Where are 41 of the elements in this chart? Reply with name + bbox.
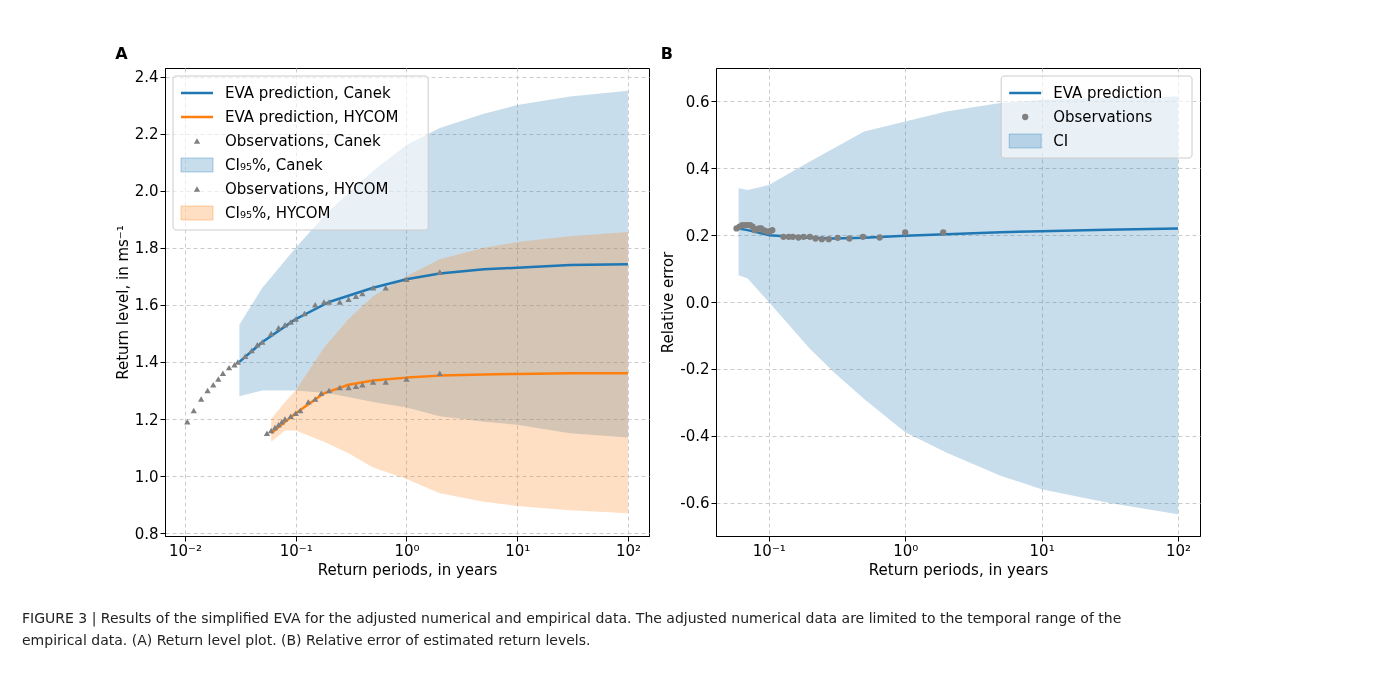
y-tick-label: 0.4 bbox=[685, 159, 710, 178]
y-tick-label: 0.2 bbox=[685, 226, 710, 245]
legend-label: EVA prediction bbox=[1053, 84, 1163, 102]
x-tick-label: 10¹ bbox=[1029, 541, 1055, 560]
y-tick-label: 1.4 bbox=[134, 353, 159, 372]
y-axis-title: Relative error bbox=[659, 250, 678, 354]
y-tick-label: 2.0 bbox=[134, 182, 159, 201]
y-tick-label: 1.0 bbox=[134, 467, 159, 486]
y-tick-label: 0.0 bbox=[685, 293, 710, 312]
legend-label: Observations, HYCOM bbox=[225, 180, 389, 198]
y-tick-label: -0.2 bbox=[680, 360, 710, 379]
chart-title: A bbox=[115, 44, 129, 63]
x-tick-label: 10⁻² bbox=[168, 541, 202, 560]
x-tick-label: 10² bbox=[615, 541, 641, 560]
y-tick-label: 1.2 bbox=[134, 410, 159, 429]
x-tick-label: 10² bbox=[1165, 541, 1192, 560]
y-tick-label: -0.4 bbox=[680, 427, 710, 446]
x-tick-label: 10⁰ bbox=[394, 541, 420, 560]
chart-title: B bbox=[660, 44, 673, 63]
y-tick-label: 1.6 bbox=[134, 296, 159, 315]
y-tick-label: 2.2 bbox=[134, 125, 159, 144]
y-axis-title: Return level, in ms⁻¹ bbox=[113, 225, 132, 380]
y-tick-label: 0.8 bbox=[134, 524, 159, 543]
x-tick-label: 10⁻¹ bbox=[279, 541, 313, 560]
x-tick-label: 10¹ bbox=[505, 541, 531, 560]
legend-label: CI bbox=[1053, 132, 1069, 150]
caption: FIGURE 3 | Results of the simplified EVA for the adjusted numerical and empirical data. The adjusted numerical data are limited to the temporal range of the empirical data. (A) Return level plot. (B) Relative error of estimated return levels. bbox=[22, 610, 1122, 648]
legend-label: CI₉₅%, Canek bbox=[225, 156, 324, 174]
legend-label: EVA prediction, Canek bbox=[225, 84, 391, 102]
x-tick-label: 10⁻¹ bbox=[752, 541, 786, 560]
legend-label: CI₉₅%, HYCOM bbox=[225, 204, 331, 222]
x-axis-title: Return periods, in years bbox=[317, 560, 498, 579]
x-axis-title: Return periods, in years bbox=[868, 560, 1049, 579]
legend-label: EVA prediction, HYCOM bbox=[225, 108, 399, 126]
legend-label: Observations, Canek bbox=[225, 132, 382, 150]
y-tick-label: 1.8 bbox=[134, 239, 159, 258]
x-tick-label: 10⁰ bbox=[893, 541, 919, 560]
y-tick-label: 0.6 bbox=[685, 92, 710, 111]
y-tick-label: -0.6 bbox=[680, 494, 710, 513]
legend-label: Observations bbox=[1053, 108, 1153, 126]
y-tick-label: 2.4 bbox=[134, 68, 159, 87]
